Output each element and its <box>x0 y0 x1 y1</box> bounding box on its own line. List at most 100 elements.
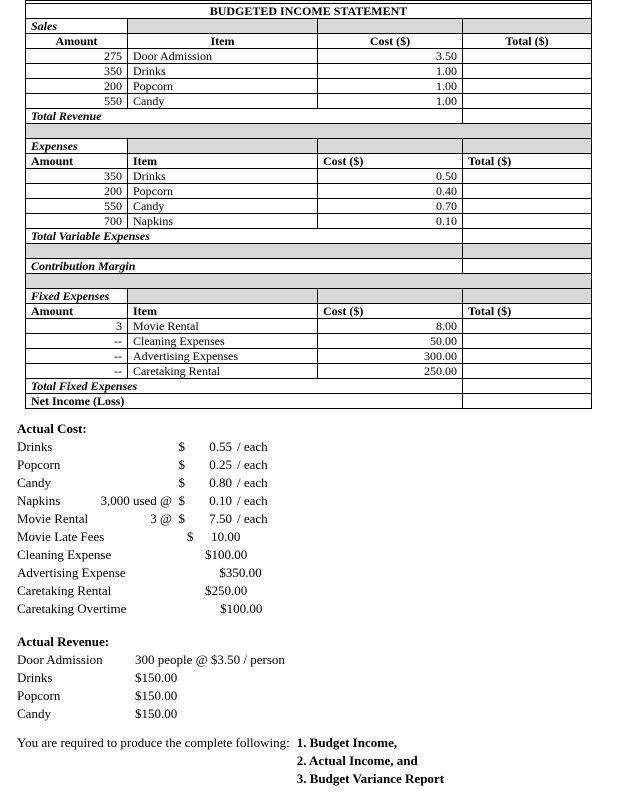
cost-cell: 50.00 <box>317 333 463 349</box>
revenue-item-label: Door Admission <box>17 652 103 667</box>
revenue-item-label: Candy <box>17 706 51 721</box>
column-header-cell: Total ($) <box>462 303 592 319</box>
summary-label-cell: Total Revenue <box>25 108 463 124</box>
cost-line: Popcorn $0.25 / each <box>17 456 636 474</box>
cost-cell: 1.00 <box>317 78 463 94</box>
column-header-cell: Cost ($) <box>317 33 463 49</box>
statement-title: BUDGETED INCOME STATEMENT <box>25 3 592 19</box>
table-row: 200 Popcorn 0.40 <box>25 183 592 199</box>
cost-amount: 0.80 <box>209 475 232 490</box>
table-row: Amount Item Cost ($) Total ($) <box>25 303 592 319</box>
total-cell <box>462 333 592 349</box>
column-header-cell: Item <box>127 33 318 49</box>
column-header-cell: Item <box>127 303 318 319</box>
revenue-value: $150.00 <box>135 706 178 721</box>
cost-unit-suffix: / each <box>237 493 268 508</box>
cost-amount: 0.55 <box>209 439 232 454</box>
summary-total-cell <box>462 378 592 394</box>
column-header-cell: Total ($) <box>462 153 592 169</box>
cost-amount: 7.50 <box>209 511 232 526</box>
table-row: -- Caretaking Rental 250.00 <box>25 363 592 379</box>
revenue-item-label: Drinks <box>17 670 53 685</box>
cost-cell: 1.00 <box>317 63 463 79</box>
shaded-cell <box>317 18 463 34</box>
item-cell: Drinks <box>127 63 318 79</box>
dollar-sign <box>187 582 200 600</box>
cost-quantity <box>104 528 180 546</box>
section-label-cell: Expenses <box>25 138 128 154</box>
total-cell <box>462 48 592 64</box>
cost-amount: 0.10 <box>209 493 232 508</box>
amount-cell: 275 <box>25 48 128 64</box>
dollar-sign: $ <box>178 475 186 490</box>
total-cell <box>462 78 592 94</box>
item-cell: Popcorn <box>127 78 318 94</box>
cost-quantity <box>96 474 172 492</box>
requirements-section: You are required to produce the complete… <box>17 734 636 788</box>
shaded-cell <box>462 18 592 34</box>
table-row: Total Variable Expenses <box>25 228 592 244</box>
dollar-sign <box>202 600 215 618</box>
requirements-list: 1. Budget Income, 2. Actual Income, and 3.… <box>297 734 444 788</box>
column-header-cell: Total ($) <box>462 33 592 49</box>
item-cell: Door Admission <box>127 48 318 64</box>
cost-item-label: Movie Rental <box>17 511 89 526</box>
item-cell: Cleaning Expenses <box>127 333 318 349</box>
cost-line: Caretaking Overtime $100.00 <box>17 600 636 618</box>
total-cell <box>462 168 592 184</box>
cost-cell: 8.00 <box>317 318 463 334</box>
cost-cell: 0.40 <box>317 183 463 199</box>
total-cell <box>462 93 592 109</box>
item-cell: Drinks <box>127 168 318 184</box>
column-header-cell: Amount <box>25 33 128 49</box>
item-cell: Caretaking Rental <box>127 363 318 379</box>
requirement-item: 2. Actual Income, and <box>296 753 418 768</box>
cost-quantity: 3,000 used @ <box>100 493 172 508</box>
total-cell <box>462 213 592 229</box>
table-row: Fixed Expenses <box>25 288 592 304</box>
section-label-cell: Sales <box>25 18 128 34</box>
cost-cell: 300.00 <box>317 348 463 364</box>
cost-quantity: 3 @ <box>150 511 172 526</box>
table-row: 275 Door Admission 3.50 <box>25 48 592 64</box>
cost-unit-suffix: / each <box>237 439 268 454</box>
cost-amount: $100.00 <box>204 547 248 562</box>
cost-amount: 10.00 <box>211 529 241 544</box>
dollar-sign: $ <box>178 439 186 454</box>
column-header-cell: Item <box>127 153 318 169</box>
cost-quantity <box>126 564 202 582</box>
cost-item-label: Candy <box>17 475 51 490</box>
cost-item-label: Napkins <box>17 493 61 508</box>
dollar-sign <box>187 546 200 564</box>
summary-total-cell <box>462 108 592 124</box>
table-row: -- Cleaning Expenses 50.00 <box>25 333 592 349</box>
cost-item-label: Caretaking Rental <box>17 583 112 598</box>
item-cell: Movie Rental <box>127 318 318 334</box>
summary-label-cell: Contribution Margin <box>25 258 463 274</box>
summary-label-cell: Total Variable Expenses <box>25 228 463 244</box>
summary-label-cell: Total Fixed Expenses <box>25 378 463 394</box>
shaded-cell <box>317 138 463 154</box>
cost-cell: 1.00 <box>317 93 463 109</box>
table-row: 3 Movie Rental 8.00 <box>25 318 592 334</box>
total-cell <box>462 348 592 364</box>
summary-total-cell <box>462 393 592 409</box>
table-row: Expenses <box>25 138 592 154</box>
revenue-item-label: Popcorn <box>17 688 61 703</box>
actual-cost-section: Actual Cost: Drinks $0.55 / each Popcorn $0.… <box>17 420 636 618</box>
cost-cell: 0.70 <box>317 198 463 214</box>
spacer-cell <box>25 243 463 259</box>
cost-unit-suffix: / each <box>237 457 268 472</box>
item-cell: Advertising Expenses <box>127 348 318 364</box>
table-row: -- Advertising Expenses 300.00 <box>25 348 592 364</box>
table-row: BUDGETED INCOME STATEMENT <box>25 3 592 19</box>
cost-cell: 0.50 <box>317 168 463 184</box>
dollar-sign: $ <box>178 511 186 526</box>
summary-total-cell <box>462 228 592 244</box>
cost-unit-suffix: / each <box>237 475 268 490</box>
cost-cell: 3.50 <box>317 48 463 64</box>
table-row: Total Fixed Expenses <box>25 378 592 394</box>
item-cell: Candy <box>127 198 318 214</box>
table-row: 550 Candy 1.00 <box>25 93 592 109</box>
amount-cell: 700 <box>25 213 128 229</box>
